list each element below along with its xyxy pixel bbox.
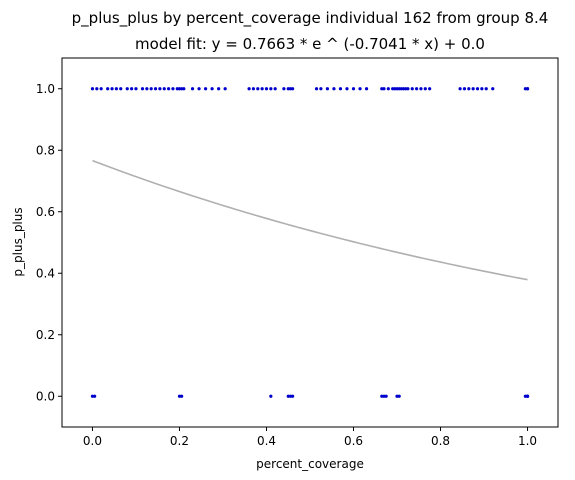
data-point [256, 87, 260, 91]
data-point [471, 87, 475, 91]
data-point [458, 87, 462, 91]
data-point [203, 87, 208, 91]
x-tick-label: 0.6 [344, 434, 363, 448]
data-point [291, 394, 295, 398]
data-point [475, 87, 480, 91]
data-point [491, 87, 495, 91]
data-point [358, 87, 362, 91]
data-point [406, 87, 410, 91]
data-point [397, 394, 401, 398]
data-point [158, 87, 162, 91]
data-point [525, 394, 530, 398]
data-point [162, 87, 166, 91]
data-point [145, 87, 149, 91]
data-point [314, 87, 319, 91]
x-tick-label: 0.4 [257, 434, 276, 448]
data-point [260, 87, 264, 91]
y-axis-ticks: 0.0 0.2 0.4 0.6 0.8 1.0 [36, 82, 62, 403]
y-tick-label: 0.6 [36, 205, 55, 219]
data-point [110, 87, 114, 91]
data-point [106, 87, 110, 91]
data-point [428, 87, 432, 91]
data-point [119, 87, 123, 91]
data-point [167, 87, 171, 91]
y-tick-label: 0.8 [36, 143, 55, 157]
data-point [182, 87, 186, 91]
data-point [462, 87, 467, 91]
data-point [197, 87, 201, 91]
data-point [95, 87, 99, 91]
data-point [99, 87, 103, 91]
data-point [210, 87, 214, 91]
x-tick-label: 1.0 [518, 434, 537, 448]
data-point [386, 87, 390, 91]
data-point [525, 87, 530, 91]
chart-subtitle: model fit: y = 0.7663 * e ^ (-0.7041 * x… [135, 35, 485, 53]
data-point [338, 87, 343, 91]
data-point [251, 87, 256, 91]
data-point [149, 87, 153, 91]
data-point [180, 394, 184, 398]
data-point [223, 87, 227, 91]
data-point [140, 87, 145, 91]
x-axis-label: percent_coverage [256, 457, 364, 471]
data-point [415, 87, 419, 91]
data-point [171, 87, 175, 91]
data-point [264, 87, 269, 91]
plot-frame [61, 57, 559, 428]
data-point [423, 87, 427, 91]
y-tick-label: 0.4 [36, 266, 55, 280]
data-point [480, 87, 484, 91]
data-point [114, 87, 118, 91]
fit-curve-layer [92, 159, 528, 281]
data-point [484, 87, 488, 91]
data-point [325, 87, 329, 91]
data-point [190, 87, 195, 91]
data-point [269, 394, 273, 398]
y-tick-label: 0.2 [36, 328, 55, 342]
data-point [153, 87, 158, 91]
data-point [282, 87, 286, 91]
data-point [247, 87, 251, 91]
data-point [273, 87, 277, 91]
y-axis-label: p_plus_plus [11, 207, 25, 276]
data-points-layer [90, 87, 530, 398]
data-point [125, 87, 129, 91]
data-point [351, 87, 356, 91]
data-point [419, 87, 423, 91]
x-axis-ticks: 0.0 0.2 0.4 0.6 0.8 1.0 [83, 427, 537, 448]
data-point [382, 87, 386, 91]
y-tick-label: 1.0 [36, 82, 55, 96]
data-point [269, 87, 273, 91]
data-point [345, 87, 349, 91]
data-point [130, 87, 134, 91]
fit-curve-line [92, 159, 528, 281]
data-point [134, 87, 138, 91]
x-tick-label: 0.0 [83, 434, 102, 448]
data-point [384, 394, 388, 398]
data-point [217, 87, 221, 91]
data-point [410, 87, 414, 91]
x-tick-label: 0.8 [431, 434, 450, 448]
data-point [319, 87, 323, 91]
y-tick-label: 0.0 [36, 389, 55, 403]
chart-title: p_plus_plus by percent_coverage individu… [72, 9, 549, 28]
data-point [291, 87, 295, 91]
data-point [90, 87, 95, 91]
x-tick-label: 0.2 [170, 434, 189, 448]
data-point [93, 394, 97, 398]
data-point [332, 87, 336, 91]
data-point [467, 87, 471, 91]
data-point [364, 87, 369, 91]
